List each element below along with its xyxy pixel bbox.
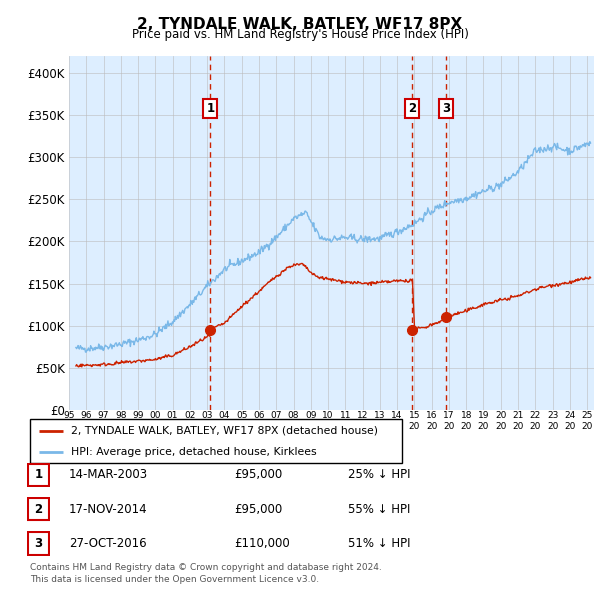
Text: £110,000: £110,000 bbox=[234, 537, 290, 550]
Text: £95,000: £95,000 bbox=[234, 468, 282, 481]
FancyBboxPatch shape bbox=[28, 498, 49, 520]
Text: 25% ↓ HPI: 25% ↓ HPI bbox=[348, 468, 410, 481]
FancyBboxPatch shape bbox=[30, 419, 402, 463]
Text: Price paid vs. HM Land Registry's House Price Index (HPI): Price paid vs. HM Land Registry's House … bbox=[131, 28, 469, 41]
FancyBboxPatch shape bbox=[28, 532, 49, 555]
Text: 1: 1 bbox=[34, 468, 43, 481]
Text: 3: 3 bbox=[34, 537, 43, 550]
Text: Contains HM Land Registry data © Crown copyright and database right 2024.: Contains HM Land Registry data © Crown c… bbox=[30, 563, 382, 572]
Text: 51% ↓ HPI: 51% ↓ HPI bbox=[348, 537, 410, 550]
Text: 55% ↓ HPI: 55% ↓ HPI bbox=[348, 503, 410, 516]
Text: 2, TYNDALE WALK, BATLEY, WF17 8PX (detached house): 2, TYNDALE WALK, BATLEY, WF17 8PX (detac… bbox=[71, 426, 378, 436]
Text: 14-MAR-2003: 14-MAR-2003 bbox=[69, 468, 148, 481]
FancyBboxPatch shape bbox=[28, 464, 49, 486]
Text: £95,000: £95,000 bbox=[234, 503, 282, 516]
Text: This data is licensed under the Open Government Licence v3.0.: This data is licensed under the Open Gov… bbox=[30, 575, 319, 584]
Text: 27-OCT-2016: 27-OCT-2016 bbox=[69, 537, 146, 550]
Text: 2: 2 bbox=[34, 503, 43, 516]
Text: 17-NOV-2014: 17-NOV-2014 bbox=[69, 503, 148, 516]
Text: 2: 2 bbox=[408, 102, 416, 115]
Text: HPI: Average price, detached house, Kirklees: HPI: Average price, detached house, Kirk… bbox=[71, 447, 317, 457]
Text: 3: 3 bbox=[442, 102, 450, 115]
Text: 2, TYNDALE WALK, BATLEY, WF17 8PX: 2, TYNDALE WALK, BATLEY, WF17 8PX bbox=[137, 17, 463, 31]
Text: 1: 1 bbox=[206, 102, 215, 115]
